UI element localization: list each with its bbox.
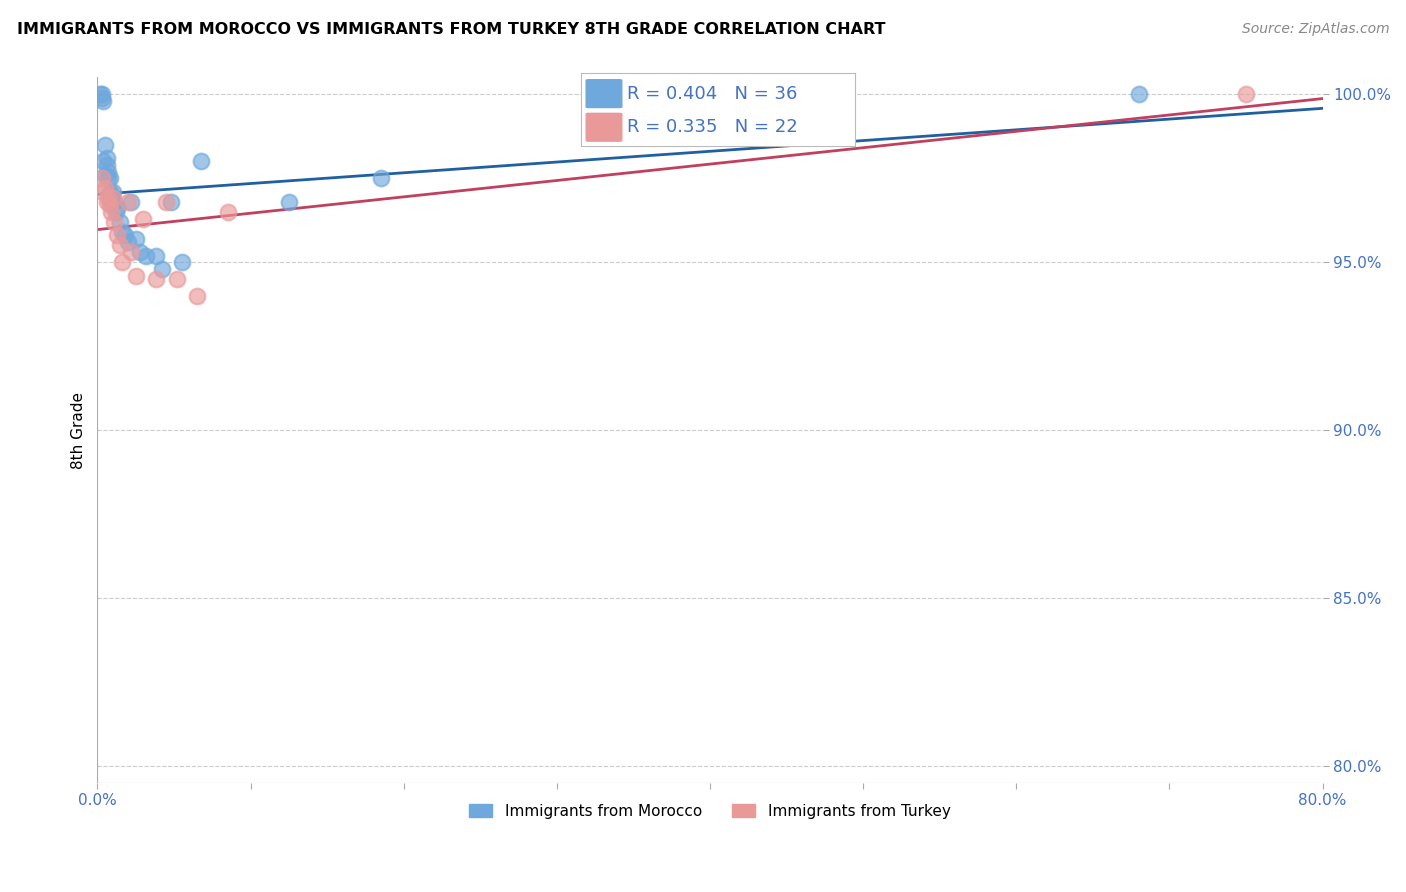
- Point: [97, 171, 120, 186]
- Point: [94, 168, 117, 182]
- Point: [110, 238, 132, 252]
- Point: [96, 158, 118, 172]
- Point: [103, 215, 125, 229]
- Text: R = 0.404   N = 36: R = 0.404 N = 36: [627, 85, 797, 103]
- Point: [166, 272, 188, 286]
- Point: [89, 87, 111, 102]
- Point: [145, 248, 167, 262]
- Point: [124, 268, 146, 283]
- Point: [1234, 87, 1257, 102]
- Point: [117, 194, 139, 209]
- Point: [94, 181, 117, 195]
- Point: [98, 171, 121, 186]
- Point: [155, 194, 177, 209]
- Point: [277, 194, 299, 209]
- Point: [370, 171, 392, 186]
- Point: [114, 228, 136, 243]
- Point: [186, 289, 208, 303]
- Point: [117, 235, 139, 249]
- Y-axis label: 8th Grade: 8th Grade: [72, 392, 86, 468]
- Point: [93, 154, 115, 169]
- Point: [98, 198, 121, 212]
- Point: [170, 255, 193, 269]
- Point: [217, 204, 239, 219]
- FancyBboxPatch shape: [586, 79, 621, 108]
- Point: [93, 94, 115, 108]
- Point: [111, 255, 134, 269]
- Point: [97, 191, 120, 205]
- Point: [129, 245, 152, 260]
- Point: [100, 204, 122, 219]
- Point: [190, 154, 212, 169]
- Point: [96, 194, 118, 209]
- Point: [135, 248, 157, 262]
- Point: [91, 171, 114, 186]
- Point: [103, 194, 125, 209]
- Point: [100, 188, 122, 202]
- Legend: Immigrants from Morocco, Immigrants from Turkey: Immigrants from Morocco, Immigrants from…: [464, 797, 956, 825]
- Point: [105, 228, 128, 243]
- Point: [104, 204, 127, 219]
- Point: [93, 185, 115, 199]
- Point: [91, 87, 114, 102]
- Point: [96, 151, 118, 165]
- Point: [97, 164, 120, 178]
- Point: [101, 194, 124, 209]
- Point: [110, 215, 132, 229]
- FancyBboxPatch shape: [586, 113, 621, 141]
- Point: [120, 194, 142, 209]
- Text: IMMIGRANTS FROM MOROCCO VS IMMIGRANTS FROM TURKEY 8TH GRADE CORRELATION CHART: IMMIGRANTS FROM MOROCCO VS IMMIGRANTS FR…: [17, 22, 886, 37]
- Point: [132, 211, 155, 226]
- Point: [145, 272, 167, 286]
- Text: Source: ZipAtlas.com: Source: ZipAtlas.com: [1241, 22, 1389, 37]
- Point: [124, 232, 146, 246]
- Point: [105, 202, 128, 216]
- Point: [150, 262, 173, 277]
- Text: R = 0.335   N = 22: R = 0.335 N = 22: [627, 119, 799, 136]
- Point: [120, 245, 142, 260]
- Point: [101, 185, 124, 199]
- Point: [91, 90, 114, 104]
- Point: [111, 225, 134, 239]
- Point: [100, 194, 122, 209]
- Point: [94, 137, 117, 152]
- Point: [160, 194, 183, 209]
- Point: [98, 185, 121, 199]
- Point: [101, 191, 124, 205]
- Point: [1128, 87, 1150, 102]
